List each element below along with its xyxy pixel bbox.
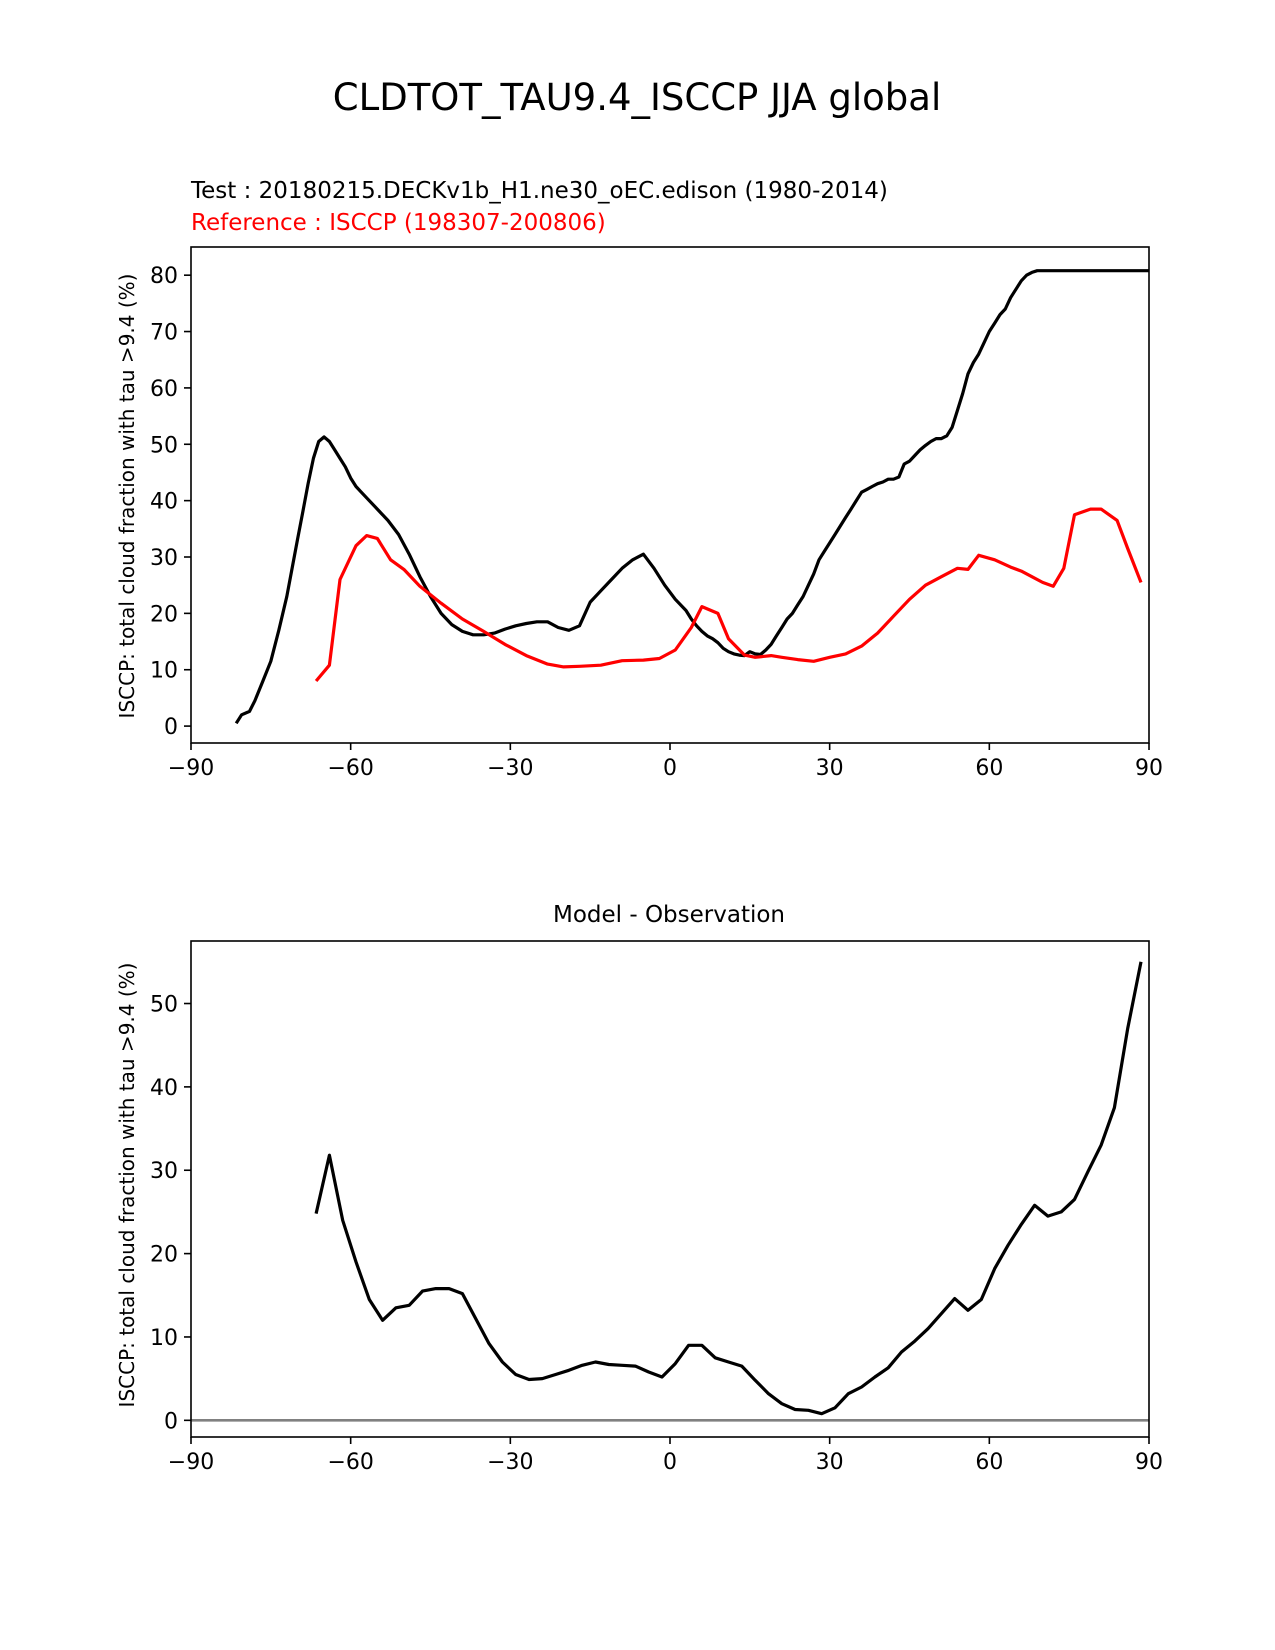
bottom-y-axis-label: ISCCP: total cloud fraction with tau >9.… — [115, 963, 139, 1408]
figure-title: CLDTOT_TAU9.4_ISCCP JJA global — [333, 76, 941, 119]
bottom-x-tick-label: 60 — [975, 1450, 1003, 1475]
bottom-y-tick-label: 30 — [150, 1159, 178, 1184]
top-plot-area: −90 −60 −30 0 30 60 90 0 10 20 30 40 50 60 70 80 — [150, 246, 1163, 781]
bottom-y-tick-label: 0 — [164, 1409, 178, 1434]
bottom-x-tick-label: 0 — [663, 1450, 677, 1475]
top-series-reference-line — [314, 507, 1143, 683]
bottom-y-tick-label: 20 — [150, 1243, 178, 1268]
top-x-tick-label: −60 — [327, 756, 373, 781]
top-y-tick-label: 80 — [150, 264, 178, 289]
bottom-x-tick-label: −60 — [327, 1450, 373, 1475]
bottom-x-tick-label: 30 — [816, 1450, 844, 1475]
top-y-tick-label: 10 — [150, 659, 178, 684]
top-x-tick-label: −90 — [168, 756, 214, 781]
test-label: Test : 20180215.DECKv1b_H1.ne30_oEC.edis… — [190, 178, 888, 204]
bottom-plot-area: −90 −60 −30 0 30 60 90 0 10 20 30 40 50 — [150, 940, 1163, 1475]
top-y-tick-label: 60 — [150, 377, 178, 402]
top-y-tick-label: 0 — [164, 715, 178, 740]
reference-label: Reference : ISCCP (198307-200806) — [191, 210, 606, 236]
top-y-tick-label: 30 — [150, 546, 178, 571]
top-x-tick-label: −30 — [487, 756, 533, 781]
bottom-y-tick-label: 10 — [150, 1326, 178, 1351]
bottom-x-tick-label: 90 — [1135, 1450, 1163, 1475]
top-x-tick-label: 60 — [975, 756, 1003, 781]
top-x-tick-label: 0 — [663, 756, 677, 781]
bottom-x-tick-label: −90 — [168, 1450, 214, 1475]
bottom-y-tick-label: 50 — [150, 993, 178, 1018]
bottom-chart-title: Model - Observation — [553, 902, 785, 928]
bottom-series-model-observation-line — [314, 961, 1143, 1416]
bottom-chart: Model - Observation ISCCP: total cloud f… — [115, 902, 1163, 1475]
top-x-tick-label: 90 — [1135, 756, 1163, 781]
top-series-test-line — [234, 269, 1149, 725]
bottom-y-tick-label: 40 — [150, 1076, 178, 1101]
top-chart: Test : 20180215.DECKv1b_H1.ne30_oEC.edis… — [115, 178, 1163, 781]
top-y-tick-label: 40 — [150, 490, 178, 515]
top-x-tick-label: 30 — [816, 756, 844, 781]
top-y-tick-label: 20 — [150, 602, 178, 627]
top-y-tick-label: 50 — [150, 433, 178, 458]
top-y-tick-label: 70 — [150, 321, 178, 346]
top-y-axis-label: ISCCP: total cloud fraction with tau >9.… — [115, 274, 139, 719]
bottom-x-tick-label: −30 — [487, 1450, 533, 1475]
